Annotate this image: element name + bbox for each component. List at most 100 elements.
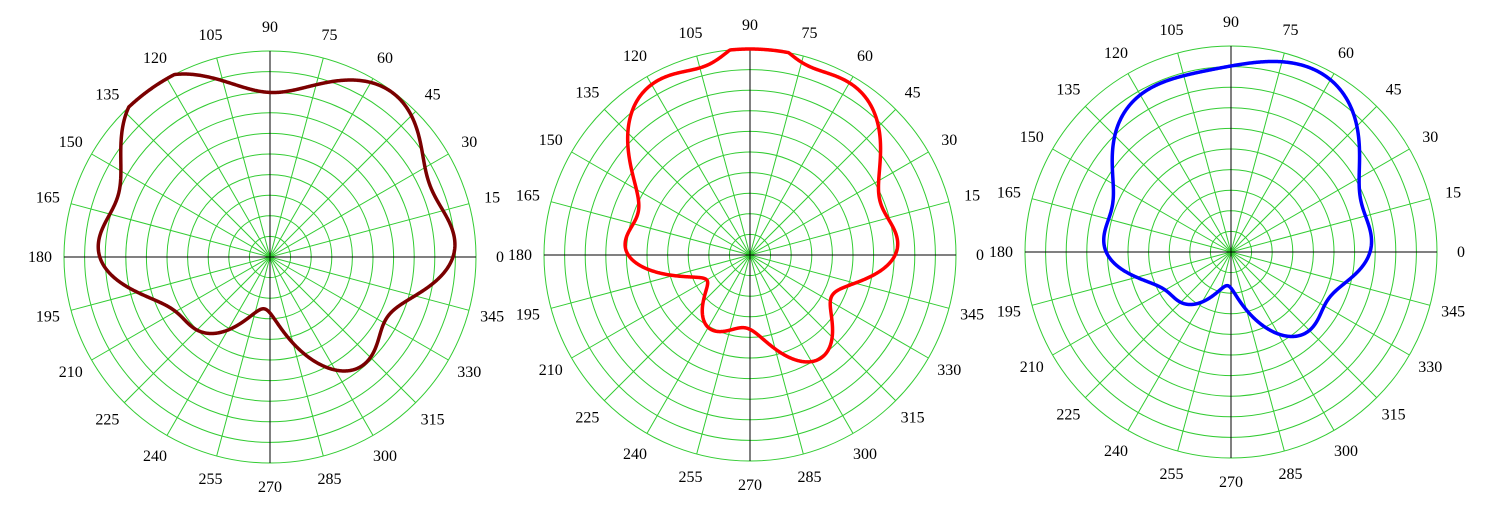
angle-tick-label: 150 bbox=[1020, 129, 1044, 146]
angle-tick-label: 0 bbox=[976, 247, 984, 264]
angle-tick-label: 60 bbox=[377, 50, 393, 67]
grid-spoke bbox=[550, 254, 751, 309]
angle-tick-label: 345 bbox=[1441, 304, 1465, 321]
grid-spoke bbox=[269, 256, 417, 404]
angle-tick-label: 300 bbox=[853, 446, 877, 463]
grid-spoke bbox=[70, 256, 271, 311]
angle-tick-label: 210 bbox=[1020, 359, 1044, 376]
grid-spoke bbox=[1031, 251, 1232, 306]
angle-tick-label: 120 bbox=[1104, 45, 1128, 62]
angle-tick-label: 315 bbox=[421, 412, 445, 429]
angle-tick-label: 75 bbox=[1283, 22, 1299, 39]
angle-tick-label: 150 bbox=[539, 132, 563, 149]
angle-tick-label: 225 bbox=[95, 412, 119, 429]
grid-spoke bbox=[91, 256, 271, 361]
series-curve bbox=[623, 47, 900, 364]
angle-tick-label: 270 bbox=[1219, 474, 1243, 491]
angle-tick-label: 225 bbox=[1056, 407, 1080, 424]
angle-tick-label: 105 bbox=[1159, 22, 1183, 39]
angle-tick-label: 15 bbox=[964, 187, 980, 204]
angle-tick-label: 135 bbox=[575, 84, 599, 101]
angle-tick-label: 60 bbox=[1338, 45, 1354, 62]
grid-spoke bbox=[166, 256, 271, 436]
angle-tick-label: 45 bbox=[1386, 81, 1402, 98]
grid-spoke bbox=[646, 254, 751, 434]
grid-spoke bbox=[1230, 251, 1285, 452]
angle-tick-label: 30 bbox=[1422, 129, 1438, 146]
grid-spoke bbox=[749, 55, 804, 256]
grid-spoke bbox=[749, 151, 929, 256]
grid-spoke bbox=[1230, 148, 1410, 253]
grid-spoke bbox=[1230, 105, 1378, 253]
grid-spoke bbox=[1177, 251, 1232, 452]
grid-spoke bbox=[603, 254, 751, 402]
angle-tick-label: 165 bbox=[36, 189, 60, 206]
grid-spoke bbox=[1177, 52, 1232, 253]
grid-spoke bbox=[269, 203, 470, 258]
grid-spoke bbox=[1230, 251, 1431, 306]
angle-tick-label: 315 bbox=[901, 410, 925, 427]
grid-spoke bbox=[646, 76, 751, 256]
polar-plot-blue: 0 15 30 45 60 75 90 105 120 135 150 165 180 195 210 225… bbox=[989, 14, 1465, 491]
grid-spoke bbox=[1230, 251, 1335, 431]
grid-spoke bbox=[1230, 52, 1285, 253]
angle-tick-label: 315 bbox=[1382, 407, 1406, 424]
angle-tick-label: 75 bbox=[322, 27, 338, 44]
angle-tick-label: 255 bbox=[198, 471, 222, 488]
grid-spoke bbox=[269, 256, 374, 436]
series-curve bbox=[96, 72, 457, 373]
grid-spoke bbox=[696, 55, 751, 256]
angle-tick-label: 195 bbox=[516, 307, 540, 324]
angle-tick-label: 135 bbox=[95, 86, 119, 103]
grid-spoke bbox=[269, 110, 417, 258]
angle-tick-label: 330 bbox=[457, 364, 481, 381]
angle-tick-label: 210 bbox=[59, 364, 83, 381]
angle-tick-label: 270 bbox=[258, 479, 282, 496]
angle-tick-label: 255 bbox=[678, 469, 702, 486]
angle-tick-label: 105 bbox=[678, 25, 702, 42]
angle-tick-label: 240 bbox=[1104, 443, 1128, 460]
grid-spoke bbox=[696, 254, 751, 455]
angle-tick-label: 15 bbox=[1445, 184, 1461, 201]
grid-spoke bbox=[91, 153, 271, 258]
grid-spoke bbox=[749, 254, 854, 434]
angle-tick-label: 240 bbox=[143, 448, 167, 465]
angle-tick-label: 90 bbox=[742, 17, 758, 34]
grid-spoke bbox=[749, 254, 897, 402]
grid-spoke bbox=[123, 110, 271, 258]
polar-plot-red: 0 15 30 45 60 75 90 105 120 135 150 165 180 195 210 225… bbox=[508, 17, 984, 494]
polar-plot-dark-red: 0 15 30 45 60 75 90 105 120 135 150 165 180 195 210 225… bbox=[28, 19, 504, 496]
grid-spoke bbox=[1230, 251, 1410, 356]
grid-spoke bbox=[571, 254, 751, 359]
angle-tick-label: 45 bbox=[425, 86, 441, 103]
angle-tick-label: 210 bbox=[539, 362, 563, 379]
grid-spoke bbox=[550, 201, 751, 256]
grid-spoke bbox=[571, 151, 751, 256]
angle-tick-label: 195 bbox=[997, 304, 1021, 321]
grid-spoke bbox=[269, 57, 324, 258]
angle-tick-label: 60 bbox=[857, 48, 873, 65]
angle-tick-label: 30 bbox=[461, 134, 477, 151]
angle-tick-label: 0 bbox=[496, 249, 504, 266]
grid-spoke bbox=[1230, 251, 1378, 399]
grid-spoke bbox=[269, 153, 449, 258]
angle-tick-label: 300 bbox=[1334, 443, 1358, 460]
grid-spoke bbox=[1052, 148, 1232, 253]
grid-spoke bbox=[1084, 251, 1232, 399]
series-curve bbox=[1101, 59, 1374, 339]
angle-tick-label: 165 bbox=[516, 187, 540, 204]
grid-spoke bbox=[749, 254, 929, 359]
grid-spoke bbox=[749, 201, 950, 256]
angle-tick-label: 90 bbox=[1223, 14, 1239, 31]
angle-tick-label: 330 bbox=[1418, 359, 1442, 376]
angle-tick-label: 285 bbox=[798, 469, 822, 486]
grid-spoke bbox=[70, 203, 271, 258]
angle-tick-label: 0 bbox=[1457, 244, 1465, 261]
grid-spoke bbox=[749, 108, 897, 256]
angle-tick-label: 150 bbox=[59, 134, 83, 151]
grid-spoke bbox=[269, 256, 449, 361]
grid-spoke bbox=[269, 256, 470, 311]
angle-tick-label: 240 bbox=[623, 446, 647, 463]
angle-tick-label: 180 bbox=[28, 249, 52, 266]
